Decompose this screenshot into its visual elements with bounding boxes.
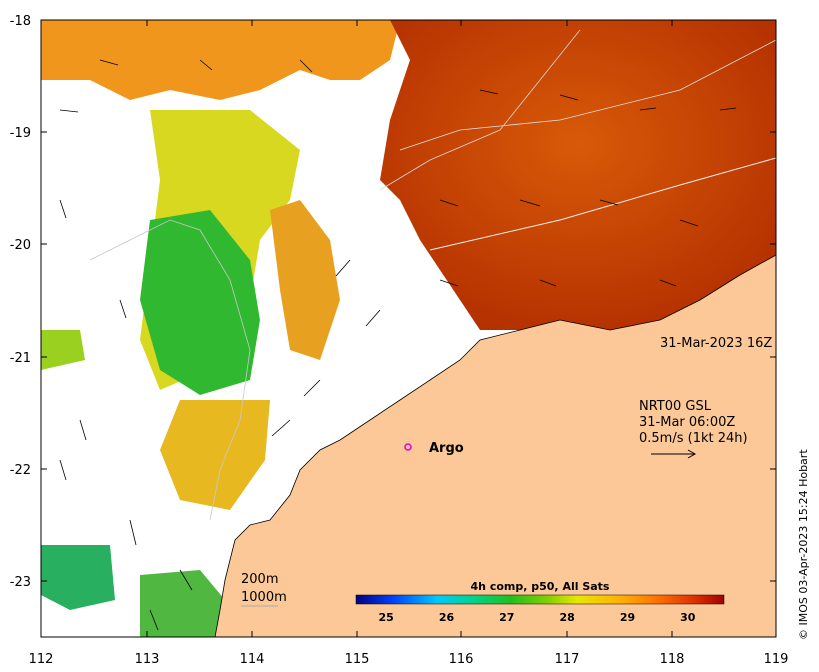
current-arrow — [199, 59, 213, 71]
x-axis — [40, 20, 777, 637]
sst-orange-patch-mid — [270, 200, 340, 360]
current-arrow — [539, 279, 557, 287]
current-arrow — [559, 94, 579, 101]
contour-1000m — [399, 39, 776, 151]
sst-field — [41, 20, 776, 637]
plot-frame — [40, 19, 777, 638]
current-arrow — [79, 419, 87, 441]
sst-warm-region — [380, 20, 776, 330]
y-tick-label: -21 — [10, 351, 31, 366]
argo-label: Argo — [429, 441, 464, 456]
current-arrow — [149, 609, 159, 631]
current-vectors — [59, 59, 737, 631]
sst-green-region — [140, 210, 260, 395]
y-tick-label: -20 — [10, 238, 31, 253]
colorbar-tick-label: 27 — [499, 611, 514, 624]
current-arrow — [439, 199, 459, 207]
y-tick-label: -22 — [10, 463, 31, 478]
current-arrow — [679, 219, 699, 227]
colorbar-ticks: 25 26 27 28 29 30 — [379, 611, 696, 624]
sst-green-patch-s — [140, 570, 225, 637]
current-arrow — [659, 279, 677, 287]
contour-1000m-c — [379, 29, 581, 191]
current-arrow — [365, 309, 381, 327]
x-tick-label: 118 — [660, 652, 685, 667]
y-axis — [41, 19, 776, 582]
x-tick-label: 117 — [555, 652, 580, 667]
x-tick-label: 119 — [764, 652, 789, 667]
colorbar-title: 4h comp, p50, All Sats — [471, 580, 610, 593]
sst-green-patch — [41, 330, 85, 370]
y-tick-label: -19 — [10, 126, 31, 141]
current-arrow — [99, 59, 119, 66]
current-arrow — [119, 299, 127, 319]
current-arrow — [299, 59, 313, 73]
y-tick-labels: -18 -19 -20 -21 -22 -23 — [10, 14, 31, 590]
argo-float-marker — [404, 443, 412, 451]
current-legend-line2: 31-Mar 06:00Z — [639, 415, 735, 430]
current-arrow — [335, 259, 351, 277]
timestamp-label: 31-Mar-2023 16Z — [660, 336, 772, 351]
colorbar-tick-label: 29 — [620, 611, 635, 624]
contour-label-200m: 200m — [241, 572, 278, 587]
y-tick-label: -23 — [10, 575, 31, 590]
current-arrow — [129, 519, 137, 546]
colorbar-tick-label: 26 — [439, 611, 455, 624]
x-tick-label: 116 — [449, 652, 474, 667]
colorbar-tick-label: 28 — [559, 611, 574, 624]
current-arrow — [479, 89, 499, 95]
current-arrow — [59, 199, 67, 219]
current-arrow — [179, 569, 193, 591]
y-tick-label: -18 — [10, 14, 31, 29]
current-legend-line1: NRT00 GSL — [639, 399, 712, 414]
sst-orange-patch-se — [160, 400, 270, 510]
x-tick-label: 114 — [240, 652, 265, 667]
scale-arrow-icon — [651, 449, 697, 459]
x-tick-label: 115 — [345, 652, 370, 667]
contour-label-1000m: 1000m — [241, 590, 287, 605]
x-tick-labels: 112 113 114 115 116 117 118 119 — [29, 652, 789, 667]
colorbar-tick-label: 25 — [379, 611, 394, 624]
current-arrow — [59, 459, 67, 481]
credit-text: © IMOS 03-Apr-2023 15:24 Hobart — [797, 449, 810, 640]
x-tick-label: 112 — [29, 652, 54, 667]
current-arrow — [719, 107, 737, 111]
x-tick-label: 113 — [135, 652, 160, 667]
current-legend-line3: 0.5m/s (1kt 24h) — [639, 431, 748, 446]
sst-green-patch-sw — [41, 545, 115, 610]
current-arrow — [439, 279, 459, 287]
current-arrow — [271, 419, 291, 437]
sst-orange-region — [41, 20, 400, 100]
colorbar — [355, 594, 725, 605]
contour-1000m-b — [429, 157, 776, 251]
current-arrow — [59, 109, 79, 113]
current-arrow — [639, 107, 657, 111]
current-arrow — [599, 199, 619, 206]
current-arrow — [519, 199, 541, 207]
contour-200m — [89, 219, 251, 521]
colorbar-tick-label: 30 — [680, 611, 696, 624]
land-mass — [214, 254, 776, 637]
current-arrow — [303, 379, 321, 397]
